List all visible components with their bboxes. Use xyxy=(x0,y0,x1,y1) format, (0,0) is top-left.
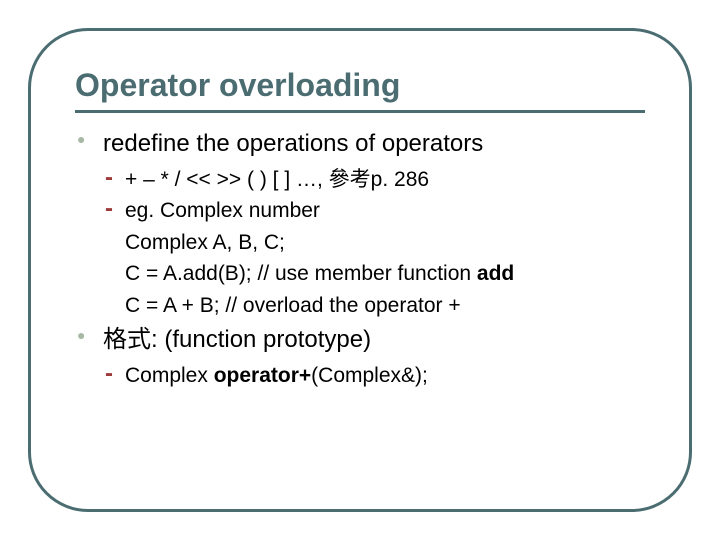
bullet-text: 格式: (function prototype) xyxy=(103,326,371,353)
slide-frame: Operator overloading redefine the operat… xyxy=(28,28,692,512)
plain-lines: Complex A, B, C; C = A.add(B); // use me… xyxy=(125,227,645,322)
bullet-list-lvl2: Complex operator+(Complex&); xyxy=(103,360,645,392)
list-item: 格式: (function prototype) Complex operato… xyxy=(75,323,645,391)
bullet-list-lvl1: redefine the operations of operators + –… xyxy=(75,127,645,392)
list-item: Complex operator+(Complex&); xyxy=(103,360,645,392)
code-line: C = A.add(B); // use member function add xyxy=(125,258,645,290)
list-item: + – * / << >> ( ) [ ] …, 參考p. 286 xyxy=(103,164,645,196)
bullet-list-lvl2: + – * / << >> ( ) [ ] …, 參考p. 286 eg. Co… xyxy=(103,164,645,322)
bullet-text: eg. Complex number xyxy=(125,199,320,222)
list-item: eg. Complex number Complex A, B, C; C = … xyxy=(103,195,645,321)
code-line: C = A + B; // overload the operator + xyxy=(125,290,645,322)
bullet-text: + – * / << >> ( ) [ ] …, 參考p. 286 xyxy=(125,168,429,191)
list-item: redefine the operations of operators + –… xyxy=(75,127,645,321)
bullet-text: redefine the operations of operators xyxy=(103,130,483,157)
code-line: Complex A, B, C; xyxy=(125,227,645,259)
bold-text: operator+ xyxy=(214,364,311,387)
slide-title: Operator overloading xyxy=(75,67,645,113)
bold-text: add xyxy=(477,262,514,285)
